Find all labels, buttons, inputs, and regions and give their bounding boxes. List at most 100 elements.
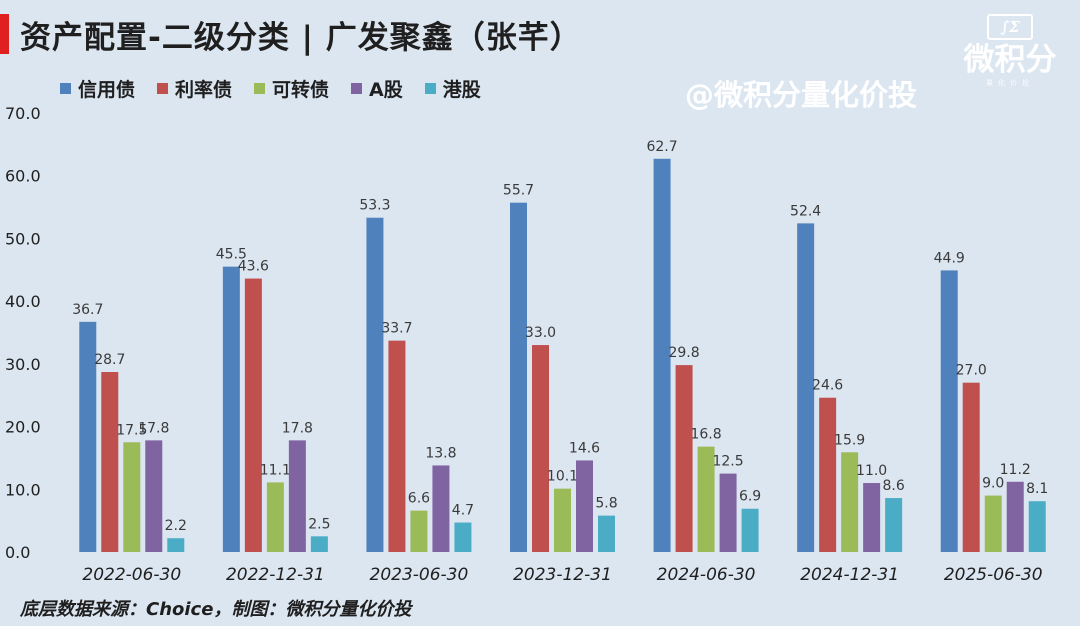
data-label: 17.8 bbox=[138, 420, 169, 436]
data-label: 45.5 bbox=[216, 247, 247, 263]
bar bbox=[598, 515, 615, 552]
y-tick-label: 30.0 bbox=[5, 355, 41, 374]
x-tick-label: 2023-06-30 bbox=[370, 565, 469, 585]
data-label: 2.2 bbox=[165, 518, 187, 534]
data-label: 62.7 bbox=[646, 139, 677, 155]
y-tick-label: 10.0 bbox=[5, 480, 41, 499]
x-tick-label: 2022-12-31 bbox=[226, 565, 325, 585]
data-label: 16.8 bbox=[690, 427, 721, 443]
bar bbox=[167, 538, 185, 552]
bar bbox=[310, 536, 328, 552]
data-label: 8.1 bbox=[1026, 481, 1048, 497]
data-label: 53.3 bbox=[359, 198, 390, 214]
bar bbox=[653, 158, 671, 552]
logo-mark-icon: ∫Σ bbox=[987, 14, 1033, 40]
title-accent-bar bbox=[0, 14, 9, 54]
bar bbox=[863, 483, 881, 552]
legend-label: A股 bbox=[369, 79, 403, 101]
bar bbox=[554, 488, 571, 552]
bar bbox=[244, 278, 262, 552]
data-label: 52.4 bbox=[790, 203, 821, 219]
x-tick-label: 2025-06-30 bbox=[944, 565, 1043, 585]
data-label: 9.0 bbox=[982, 476, 1004, 492]
legend-swatch bbox=[254, 83, 266, 94]
y-tick-label: 60.0 bbox=[5, 167, 41, 186]
legend-swatch bbox=[351, 83, 363, 94]
data-label: 6.9 bbox=[739, 489, 761, 505]
legend-label: 利率债 bbox=[175, 79, 233, 101]
logo-name: 微积分 bbox=[963, 42, 1057, 78]
y-tick-label: 70.0 bbox=[5, 104, 41, 123]
data-label: 4.7 bbox=[452, 503, 474, 519]
data-label: 10.1 bbox=[547, 469, 578, 485]
bar bbox=[266, 482, 284, 552]
data-label: 12.5 bbox=[712, 454, 743, 470]
data-label: 2.5 bbox=[308, 516, 330, 532]
legend-label: 信用债 bbox=[78, 79, 136, 101]
y-tick-label: 20.0 bbox=[5, 418, 41, 437]
x-tick-label: 2024-06-30 bbox=[657, 565, 756, 585]
legend-label: 港股 bbox=[442, 79, 481, 101]
data-label: 8.6 bbox=[883, 478, 905, 494]
data-label: 27.0 bbox=[956, 363, 987, 379]
bar bbox=[1028, 501, 1046, 552]
y-tick-label: 40.0 bbox=[5, 292, 41, 311]
data-label: 11.1 bbox=[260, 462, 291, 478]
data-label: 44.9 bbox=[934, 250, 965, 266]
data-label: 29.8 bbox=[668, 345, 699, 361]
bar bbox=[1006, 481, 1024, 552]
data-label: 14.6 bbox=[569, 440, 600, 456]
bar bbox=[741, 508, 759, 552]
data-label: 17.8 bbox=[282, 420, 313, 436]
legend-item: 信用债 bbox=[60, 75, 135, 102]
data-label: 5.8 bbox=[595, 496, 617, 512]
legend-swatch bbox=[60, 83, 71, 94]
legend-item: 利率债 bbox=[157, 75, 232, 102]
bar bbox=[841, 452, 859, 552]
data-label: 11.2 bbox=[1000, 462, 1031, 478]
bar bbox=[962, 382, 980, 552]
bar bbox=[675, 365, 693, 552]
bar bbox=[797, 223, 815, 552]
data-label: 43.6 bbox=[238, 259, 269, 275]
bar bbox=[940, 270, 958, 552]
bar bbox=[123, 442, 141, 552]
bar bbox=[576, 460, 593, 552]
bar bbox=[885, 498, 903, 552]
data-label: 28.7 bbox=[94, 352, 125, 368]
bar bbox=[288, 440, 306, 552]
bar bbox=[145, 440, 163, 552]
legend-label: 可转债 bbox=[272, 79, 330, 101]
bar bbox=[697, 446, 715, 552]
bar bbox=[719, 473, 737, 552]
legend-item: 港股 bbox=[424, 75, 481, 102]
legend-swatch bbox=[424, 83, 436, 94]
bar bbox=[101, 372, 119, 552]
data-label: 33.7 bbox=[381, 321, 412, 337]
bar bbox=[510, 202, 527, 552]
watermark: @微积分量化价投 bbox=[685, 78, 918, 112]
chart-legend: 信用债 利率债 可转债 A股 港股 bbox=[60, 75, 481, 102]
bar bbox=[222, 266, 240, 552]
x-tick-label: 2022-06-30 bbox=[82, 565, 181, 585]
bar bbox=[388, 340, 406, 552]
bar bbox=[532, 345, 549, 552]
data-label: 33.0 bbox=[525, 325, 556, 341]
data-label: 11.0 bbox=[856, 463, 887, 479]
bar bbox=[984, 495, 1002, 552]
legend-item: 可转债 bbox=[254, 75, 329, 102]
bar bbox=[366, 217, 384, 553]
data-label: 36.7 bbox=[72, 302, 103, 318]
x-tick-label: 2023-12-31 bbox=[513, 565, 612, 585]
bar bbox=[79, 321, 97, 552]
legend-swatch bbox=[157, 83, 169, 94]
data-label: 24.6 bbox=[812, 378, 843, 394]
data-label: 15.9 bbox=[834, 432, 865, 448]
bar bbox=[410, 510, 428, 552]
bar bbox=[432, 465, 450, 552]
data-label: 55.7 bbox=[503, 183, 534, 199]
data-label: 17.5 bbox=[116, 422, 147, 438]
data-label: 6.6 bbox=[408, 491, 430, 507]
y-tick-label: 50.0 bbox=[5, 229, 41, 248]
